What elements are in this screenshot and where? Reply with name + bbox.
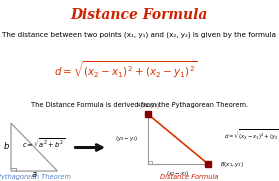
Text: $A(x_2, y_2)$: $A(x_2, y_2)$: [136, 101, 160, 110]
Text: $(y_2 - y_1)$: $(y_2 - y_1)$: [115, 134, 138, 143]
Text: The Distance Formula is derived from the Pythagorean Theorem.: The Distance Formula is derived from the…: [31, 102, 248, 108]
Text: $d = \sqrt{(x_2-x_1)^2+(y_2-y_1)^2}$: $d = \sqrt{(x_2-x_1)^2+(y_2-y_1)^2}$: [224, 129, 279, 142]
Text: Pythagorean Theorem: Pythagorean Theorem: [0, 174, 71, 180]
Text: $(x_2 - x_1)$: $(x_2 - x_1)$: [166, 169, 189, 178]
Text: $d = \sqrt{(x_2 - x_1)^{\,2} + (x_2 - y_1)^{\,2}}$: $d = \sqrt{(x_2 - x_1)^{\,2} + (x_2 - y_…: [54, 60, 198, 80]
Text: Distance Formula: Distance Formula: [71, 8, 208, 22]
Text: a: a: [32, 170, 37, 179]
Text: The distance between two points (x₁, y₁) and (x₂, y₂) is given by the formula: The distance between two points (x₁, y₁)…: [3, 32, 276, 38]
Text: b: b: [4, 142, 9, 151]
Text: $B(x_1, y_1)$: $B(x_1, y_1)$: [220, 160, 244, 169]
Text: $c = \sqrt{a^2 + b^2}$: $c = \sqrt{a^2 + b^2}$: [22, 137, 65, 151]
Text: Distance Formula: Distance Formula: [160, 174, 218, 180]
